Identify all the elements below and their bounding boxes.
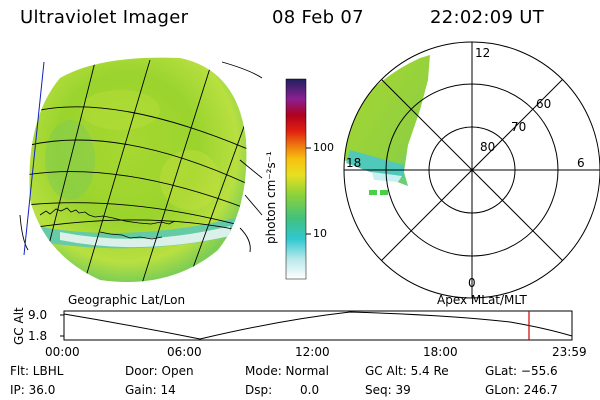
- mlt-label-18: 18: [346, 156, 362, 170]
- mode-info: Mode: Normal: [245, 364, 329, 378]
- lat-label-60: 60: [536, 97, 552, 111]
- colorbar: [285, 78, 311, 280]
- altitude-ylabel: GC Alt: [12, 307, 26, 345]
- mlt-label-0: 0: [468, 276, 476, 290]
- door-info: Door: Open: [125, 364, 194, 378]
- lat-label-70: 70: [511, 120, 527, 134]
- colorbar-unit-label: photon cm⁻²s⁻¹: [264, 151, 278, 244]
- gc-alt-info: GC Alt: 5.4 Re: [365, 364, 449, 378]
- instrument-title: Ultraviolet Imager: [20, 7, 189, 28]
- altitude-xtick-2359: 23:59: [552, 345, 587, 359]
- colorbar-tick-100: 100: [313, 141, 334, 154]
- filter-info: Flt: LBHL: [10, 364, 64, 378]
- geographic-panel-label: Geographic Lat/Lon: [68, 293, 186, 307]
- ip-info: IP: 36.0: [10, 383, 56, 397]
- seq-info: Seq: 39: [365, 383, 411, 397]
- colorbar-tick-10: 10: [313, 227, 327, 240]
- altitude-ytick-low: 1.8: [28, 329, 48, 343]
- gain-info: Gain: 14: [125, 383, 176, 397]
- altitude-plot: [60, 310, 573, 341]
- altitude-xtick-1200: 12:00: [295, 345, 330, 359]
- altitude-ytick-high: 9.0: [28, 308, 48, 322]
- apex-panel-label: Apex MLat/MLT: [437, 293, 527, 307]
- mlt-label-6: 6: [577, 156, 585, 170]
- dsp-value: 0.0: [300, 383, 320, 397]
- altitude-xtick-1800: 18:00: [423, 345, 458, 359]
- dsp-label: Dsp:: [245, 383, 273, 397]
- globe-image: [19, 57, 263, 283]
- altitude-xtick-0600: 06:00: [167, 345, 202, 359]
- glon-info: GLon: 246.7: [485, 383, 558, 397]
- lat-label-80: 80: [480, 140, 496, 154]
- glat-info: GLat: −55.6: [485, 364, 558, 378]
- altitude-xtick-0000: 00:00: [45, 345, 80, 359]
- time-label: 22:02:09 UT: [430, 7, 545, 28]
- mlt-label-12: 12: [475, 46, 491, 60]
- polar-plot: [343, 41, 600, 299]
- date-label: 08 Feb 07: [272, 7, 364, 28]
